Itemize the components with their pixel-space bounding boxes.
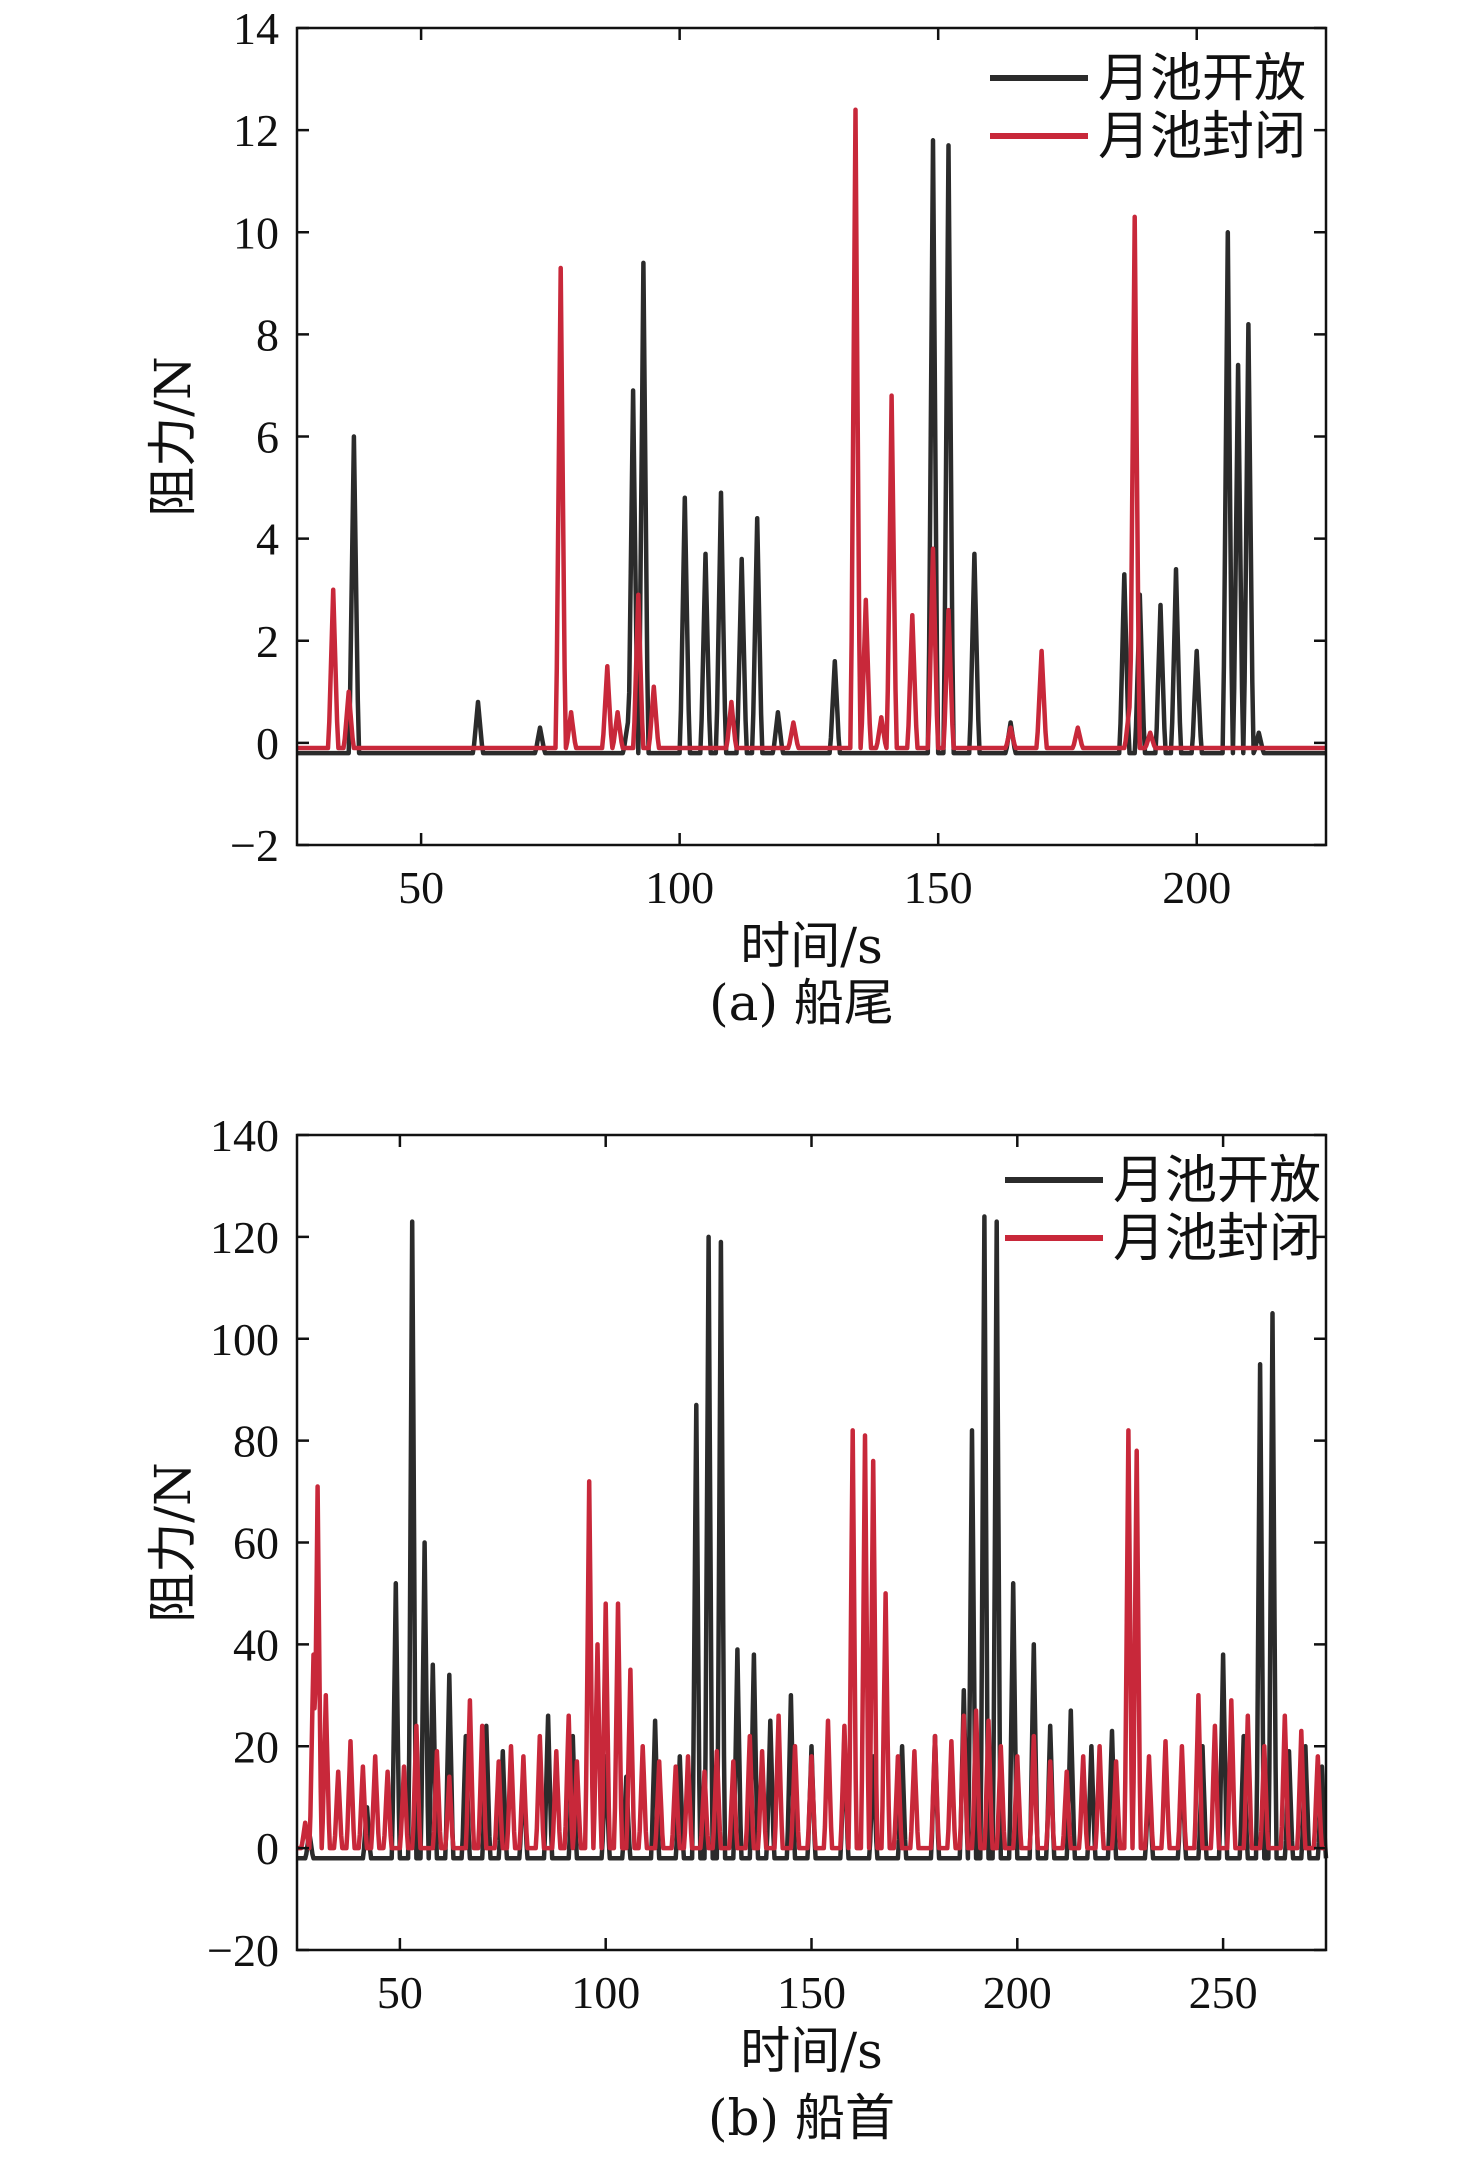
y-tick-label: 14 (233, 3, 279, 54)
x-tick-label: 150 (904, 862, 973, 913)
panel-caption: (b) 船首 (708, 2089, 895, 2147)
y-tick-label: 4 (256, 514, 279, 565)
y-tick-label: −20 (207, 1925, 279, 1976)
x-tick-label: 50 (398, 862, 444, 913)
x-tick-label: 50 (377, 1967, 423, 2018)
x-axis-label: 时间/s (740, 2022, 883, 2080)
legend-label: 月池开放 (1098, 49, 1306, 109)
y-tick-label: 10 (233, 207, 279, 258)
y-tick-label: 60 (233, 1518, 279, 1569)
y-tick-label: 20 (233, 1721, 279, 1772)
series-group (296, 107, 1327, 756)
legend-label: 月池封闭 (1098, 107, 1306, 167)
y-tick-label: 80 (233, 1416, 279, 1467)
series-line-moonpool-open (296, 138, 1327, 756)
chart-a-stern: −2 0 2 4 6 8 10 12 14 50 100 150 200 时间/s 阻力/N (a) 船尾 月池… (144, 3, 1328, 1032)
x-tick-label: 250 (1189, 1967, 1258, 2018)
legend-label: 月池封闭 (1113, 1209, 1321, 1269)
y-tick-label: 12 (233, 105, 279, 156)
x-tick-label: 200 (1162, 862, 1231, 913)
y-tick-label: 140 (210, 1110, 279, 1161)
chart-b-bow: −20 0 20 40 60 80 100 120 140 50 100 150 200 250 时间/s 阻… (144, 1110, 1329, 2147)
y-tick-label: 8 (256, 309, 279, 360)
series-line-moonpool-closed (295, 1428, 1328, 1851)
y-tick-label: 2 (256, 616, 279, 667)
legend-label: 月池开放 (1113, 1151, 1321, 1211)
y-tick-label: −2 (230, 820, 279, 871)
y-tick-label: 120 (210, 1212, 279, 1263)
series-line-moonpool-closed (296, 107, 1327, 751)
y-tick-label: 6 (256, 412, 279, 463)
x-axis-label: 时间/s (740, 917, 883, 975)
x-tick-label: 200 (983, 1967, 1052, 2018)
x-tick-label: 150 (777, 1967, 846, 2018)
y-axis-label: 阻力/N (144, 1462, 202, 1623)
y-tick-label: 40 (233, 1619, 279, 1670)
y-tick-label: 0 (256, 718, 279, 769)
y-axis-label: 阻力/N (144, 356, 202, 517)
y-tick-label: 0 (256, 1823, 279, 1874)
y-tick-label: 100 (210, 1314, 279, 1365)
panel-caption: (a) 船尾 (709, 974, 894, 1032)
x-tick-label: 100 (645, 862, 714, 913)
series-group (295, 1214, 1329, 1861)
x-tick-label: 100 (571, 1967, 640, 2018)
